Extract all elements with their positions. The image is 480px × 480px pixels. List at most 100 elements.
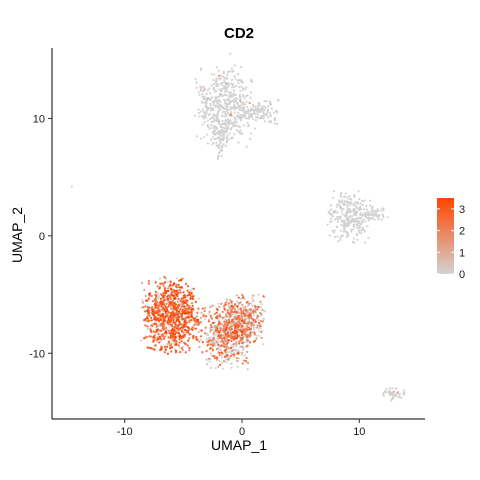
cell-point-bottom-right	[223, 323, 226, 326]
cell-point-bottom-mid	[223, 329, 226, 332]
cell-point-bottom-right	[243, 314, 246, 317]
cell-point-top	[212, 83, 215, 86]
cell-point-bottom-left	[169, 284, 172, 287]
cell-point-bottom-left	[162, 299, 165, 302]
cell-point-top	[221, 114, 224, 117]
cell-point-bottom-left	[184, 319, 187, 322]
cell-point-top	[241, 81, 245, 84]
cell-point-top	[205, 110, 208, 113]
cell-point-top-extension	[261, 108, 264, 111]
cell-point-bottom-left	[160, 303, 163, 306]
cell-point-right	[340, 201, 343, 204]
cell-point-top	[197, 91, 200, 94]
cell-point-bottom-mid	[230, 319, 234, 322]
cell-point-bottom-left	[184, 282, 188, 285]
cell-point-bottom-left	[175, 283, 178, 286]
cell-point-right	[352, 237, 355, 240]
cell-point-bottom-right	[250, 310, 253, 313]
cell-point-bottom-right	[252, 328, 255, 331]
cell-point-bottom-mid	[232, 345, 235, 348]
cell-point-top	[243, 103, 247, 106]
cell-point-right	[340, 210, 343, 213]
cell-point-bottom-left	[176, 327, 179, 330]
cell-point-small-lower-right	[396, 391, 399, 394]
cell-point-top	[254, 127, 257, 130]
cell-point-bottom-left	[175, 340, 178, 343]
cell-point-bottom-left	[157, 324, 160, 327]
cell-point-bottom-left	[188, 333, 191, 336]
cell-point-bottom-left	[192, 336, 195, 340]
cell-point-bottom-left	[196, 311, 199, 315]
cell-point-top-extension	[257, 110, 260, 113]
cell-point-bottom-right	[262, 343, 265, 346]
cell-point-bottom-left	[188, 346, 191, 350]
cell-point-bottom-left	[172, 332, 175, 335]
cell-point-top	[225, 112, 228, 115]
cell-point-bottom-right	[227, 339, 230, 342]
cell-point-right	[361, 203, 364, 206]
cell-point-bottom-left	[154, 305, 157, 308]
cell-point-bottom-right	[254, 307, 257, 310]
cell-point-right	[365, 216, 368, 219]
cell-point-bottom-mid	[229, 354, 232, 358]
cell-point-top	[195, 81, 198, 84]
cell-point-top-tail	[225, 131, 228, 134]
cell-point-bottom-mid	[206, 363, 209, 366]
cell-point-bottom-left	[158, 304, 161, 307]
cell-point-bottom-left	[170, 300, 173, 303]
cell-point-right	[353, 208, 356, 211]
cell-point-bottom-right	[240, 319, 243, 322]
cell-point-top	[223, 79, 226, 82]
cell-point-small-lower-right	[403, 391, 406, 394]
cell-point-bottom-mid	[214, 367, 217, 370]
cell-point-top	[239, 116, 243, 119]
cell-point-bottom-mid	[236, 352, 239, 355]
cell-point-right	[346, 220, 350, 223]
cell-point-bottom-right	[249, 302, 253, 305]
cell-point-top-extension	[243, 116, 246, 119]
cell-point-bottom-left	[181, 297, 184, 300]
cell-point-bottom-mid	[236, 365, 239, 368]
cell-point-bottom-left	[168, 325, 171, 328]
cell-point-bottom-mid	[215, 316, 218, 319]
cell-point-bottom-left	[175, 293, 178, 296]
cell-point-bottom-left	[195, 323, 198, 326]
cell-point-bottom-mid	[235, 357, 238, 360]
cell-point-bottom-left	[140, 306, 143, 309]
cell-point-bottom-mid	[234, 341, 237, 344]
cell-point-bottom-left	[144, 317, 147, 320]
cell-point-bottom-mid	[211, 304, 214, 307]
cell-point-bottom-right	[243, 308, 246, 311]
cell-point-top	[246, 121, 249, 124]
cell-point-bottom-right	[245, 325, 248, 328]
cell-point-bottom-left	[180, 329, 183, 332]
cell-point-bottom-left	[158, 310, 161, 313]
cell-point-bottom-left	[187, 312, 190, 315]
cell-point-outlier	[70, 185, 73, 188]
cell-point-top	[207, 97, 210, 100]
cell-point-top-extension	[263, 99, 266, 103]
cell-point-top	[233, 116, 236, 119]
cell-point-right	[362, 226, 365, 229]
chart-title: CD2	[224, 25, 254, 42]
cell-point-bottom-left	[195, 335, 198, 339]
cell-point-bottom-left	[177, 351, 180, 354]
cell-point-top	[230, 96, 233, 99]
cell-point-bottom-right	[260, 331, 263, 334]
cell-point-bottom-right	[228, 327, 231, 330]
cell-point-bottom-mid	[220, 302, 223, 305]
cell-point-bottom-mid	[206, 343, 210, 346]
cell-point-bottom-left	[200, 329, 203, 332]
cell-point-bottom-mid	[212, 321, 215, 324]
cell-point-bottom-mid	[220, 344, 223, 347]
cell-point-bottom-mid	[240, 312, 243, 315]
cell-point-right	[337, 199, 341, 202]
cell-point-top-extension	[257, 117, 260, 120]
cell-point-bottom-right	[254, 311, 257, 315]
cell-point-bottom-right	[253, 332, 256, 335]
cell-point-bottom-left	[150, 347, 153, 350]
cell-point-right	[340, 220, 343, 223]
cell-point-right	[333, 229, 336, 232]
cell-point-top	[237, 82, 240, 85]
cell-point-bottom-right	[247, 333, 250, 337]
